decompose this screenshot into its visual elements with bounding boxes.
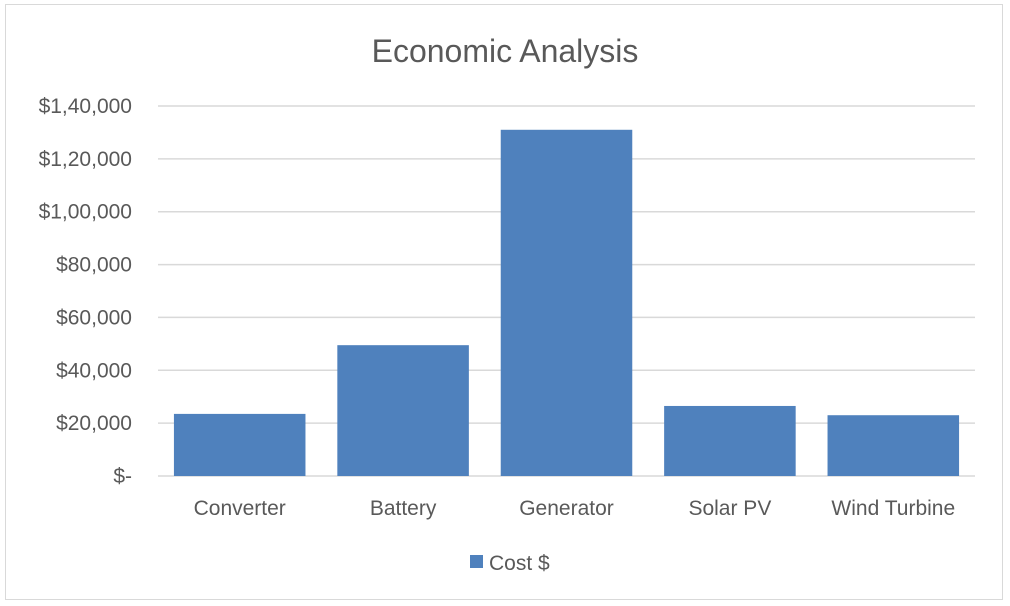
legend-label: Cost $ (489, 552, 550, 575)
y-axis-tick-labels: $- $20,000 $40,000 $60,000 $80,000 $1,00,000 $… (39, 95, 132, 488)
x-tick-label: Battery (370, 497, 437, 520)
bar-battery (337, 345, 469, 476)
bar-solar-pv (664, 405, 796, 476)
x-tick-label: Wind Turbine (831, 497, 955, 520)
y-tick-label: $1,40,000 (39, 95, 132, 118)
bar-generator (500, 129, 633, 477)
y-tick-label: $1,20,000 (39, 148, 132, 171)
legend-swatch (470, 555, 483, 568)
y-tick-label: $40,000 (56, 359, 132, 382)
legend: Cost $ (470, 552, 550, 575)
y-tick-label: $20,000 (56, 412, 132, 435)
x-tick-label: Solar PV (688, 497, 771, 520)
x-axis-tick-labels: Converter Battery Generator Solar PV Wind Tu… (194, 497, 956, 520)
x-tick-label: Converter (194, 497, 286, 520)
chart-title: Economic Analysis (372, 33, 639, 69)
y-tick-label: $- (113, 465, 132, 488)
y-tick-label: $80,000 (56, 254, 132, 277)
bars (173, 129, 960, 477)
bar-converter (173, 413, 306, 476)
bar-wind-turbine (827, 415, 960, 476)
y-tick-label: $1,00,000 (39, 201, 132, 224)
x-tick-label: Generator (519, 497, 614, 520)
y-tick-label: $60,000 (56, 306, 132, 329)
